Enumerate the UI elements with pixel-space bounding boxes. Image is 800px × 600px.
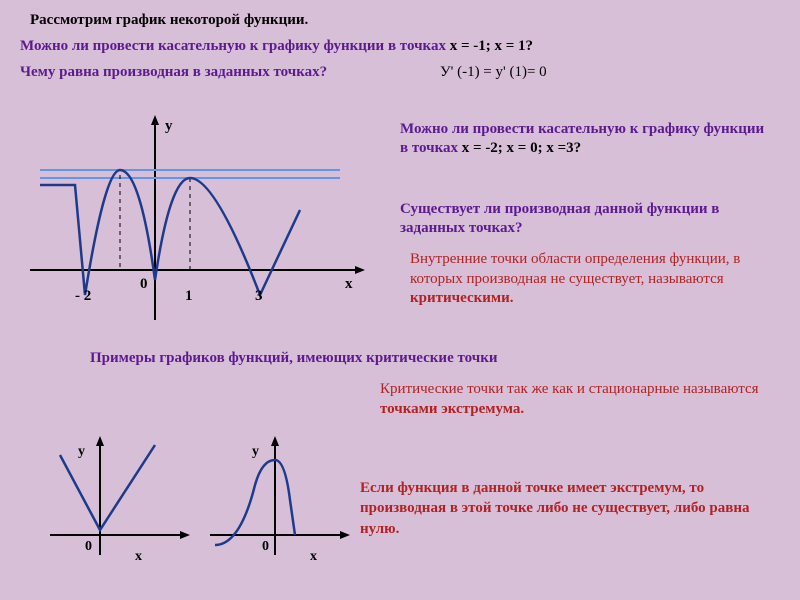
- main-m2-label: - 2: [75, 288, 91, 304]
- small-graph-1: у х 0: [40, 430, 200, 580]
- para-3: Внутренние точки области определения фун…: [410, 250, 780, 309]
- main-y-label: у: [165, 118, 173, 134]
- intro-text: Рассмотрим график некоторой функции.: [30, 12, 308, 29]
- sg1-y-label: у: [78, 444, 85, 459]
- sg2-y-label: у: [252, 444, 259, 459]
- main-x-label: х: [345, 276, 353, 292]
- main-3-label: 3: [255, 288, 263, 304]
- answer-2: У' (-1) = у' (1)= 0: [440, 64, 547, 81]
- para4-b: точками экстремума.: [380, 401, 524, 417]
- question-2: Чему равна производная в заданных точках…: [20, 64, 327, 81]
- para4-a: Критические точки так же как и стационар…: [380, 381, 759, 397]
- sg1-x-label: х: [135, 549, 142, 564]
- para1-b: x = -2; x = 0; x =3?: [462, 140, 581, 156]
- small-graph-2: у х 0: [200, 430, 360, 580]
- question-1: Можно ли провести касательную к графику …: [20, 38, 533, 55]
- main-graph: у х 0 - 2 1 3: [20, 100, 380, 340]
- para-4: Критические точки так же как и стационар…: [380, 380, 780, 419]
- para-2: Существует ли производная данной функции…: [400, 200, 770, 238]
- sg2-origin-label: 0: [262, 539, 269, 554]
- sg2-x-label: х: [310, 549, 317, 564]
- para1-a: Можно ли провести касательную к графику …: [400, 121, 764, 156]
- sg1-origin-label: 0: [85, 539, 92, 554]
- para3-a: Внутренние точки области определения фун…: [410, 251, 740, 287]
- q1-part-b: x = -1; x = 1?: [450, 38, 533, 54]
- examples-heading: Примеры графиков функций, имеющих критич…: [90, 350, 498, 367]
- main-origin-label: 0: [140, 276, 148, 292]
- para-5: Если функция в данной точке имеет экстре…: [360, 478, 780, 539]
- main-1-label: 1: [185, 288, 193, 304]
- para3-b: критическими.: [410, 290, 514, 306]
- q1-part-a: Можно ли провести касательную к графику …: [20, 38, 450, 54]
- para-1: Можно ли провести касательную к графику …: [400, 120, 770, 158]
